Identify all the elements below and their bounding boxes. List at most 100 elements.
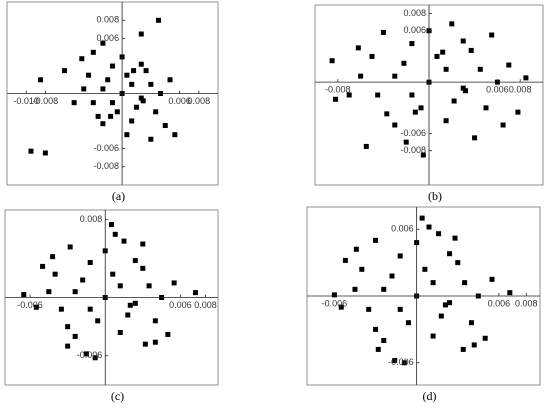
point xyxy=(80,277,86,283)
point xyxy=(81,86,87,92)
point xyxy=(156,17,162,23)
point xyxy=(127,302,133,308)
point xyxy=(442,302,448,308)
point xyxy=(133,104,139,110)
point xyxy=(167,77,173,83)
point xyxy=(90,49,96,55)
point xyxy=(471,342,477,348)
point xyxy=(443,66,449,72)
point xyxy=(110,63,115,69)
y-tick-label: 0.006 xyxy=(97,33,120,43)
point xyxy=(449,21,455,27)
point xyxy=(124,132,130,138)
point xyxy=(58,306,64,312)
point xyxy=(409,41,415,47)
y-tick-label: -0.006 xyxy=(400,128,426,138)
x-tick-label: 0.006 xyxy=(486,85,509,95)
point xyxy=(92,355,98,361)
caption: (a) xyxy=(112,189,125,203)
point xyxy=(363,143,369,149)
point xyxy=(430,333,436,339)
point xyxy=(90,100,96,106)
point xyxy=(83,351,89,357)
point xyxy=(412,109,418,115)
point xyxy=(138,95,144,101)
point xyxy=(373,237,379,243)
y-tick-label: 0.008 xyxy=(97,15,120,25)
point xyxy=(384,111,390,117)
point xyxy=(50,254,56,260)
point xyxy=(375,346,381,352)
x-tick-label: 0.008 xyxy=(188,96,211,106)
point xyxy=(333,96,339,102)
y-tick-label: 0.008 xyxy=(403,8,426,18)
point xyxy=(95,113,101,119)
point xyxy=(440,49,446,55)
point xyxy=(112,231,118,237)
y-tick-label: 0.006 xyxy=(391,224,414,234)
point xyxy=(138,31,144,37)
point xyxy=(192,290,198,296)
point xyxy=(359,266,365,272)
x-tick-label: -0.006 xyxy=(322,298,348,308)
y-tick-label: -0.006 xyxy=(94,143,120,153)
point xyxy=(79,56,85,62)
x-tick-label: 0.006 xyxy=(169,300,192,310)
point xyxy=(438,313,444,319)
point xyxy=(100,40,106,46)
point xyxy=(436,231,442,237)
point xyxy=(125,312,131,318)
point xyxy=(342,257,348,263)
point xyxy=(140,98,146,104)
point xyxy=(515,109,521,115)
point xyxy=(489,32,495,38)
point xyxy=(52,271,58,277)
x-tick-label: 0.006 xyxy=(488,298,511,308)
point xyxy=(100,121,106,127)
point xyxy=(132,300,138,306)
point xyxy=(65,324,71,330)
point xyxy=(132,258,138,264)
point xyxy=(146,283,152,289)
point xyxy=(483,105,489,111)
point xyxy=(451,98,457,104)
point xyxy=(460,346,466,352)
point xyxy=(375,92,381,98)
point xyxy=(455,260,461,266)
point xyxy=(338,304,344,310)
point xyxy=(460,85,466,91)
point xyxy=(129,81,135,87)
point xyxy=(40,263,46,269)
point xyxy=(162,123,168,129)
point xyxy=(143,68,149,74)
point xyxy=(65,343,71,349)
point xyxy=(109,222,114,228)
point xyxy=(422,266,428,272)
point xyxy=(42,150,48,156)
point xyxy=(140,241,146,247)
y-tick-label: -0.006 xyxy=(388,357,414,367)
point xyxy=(86,72,92,78)
point xyxy=(409,92,415,98)
x-tick-label: -0.008 xyxy=(33,96,59,106)
y-tick-label: -0.006 xyxy=(77,350,103,360)
point xyxy=(452,235,458,241)
y-tick-label: 0.006 xyxy=(403,25,426,35)
point xyxy=(100,86,106,92)
point xyxy=(105,77,111,83)
y-tick-label: -0.008 xyxy=(94,161,120,171)
x-tick-label: 0.008 xyxy=(194,300,217,310)
point xyxy=(62,68,68,74)
point xyxy=(468,320,474,326)
point xyxy=(392,122,398,128)
x-tick-label: 0.008 xyxy=(509,85,532,95)
point xyxy=(95,318,101,324)
point xyxy=(401,360,407,366)
point xyxy=(358,73,364,79)
x-tick-label: -0.006 xyxy=(17,300,43,310)
point xyxy=(46,289,52,295)
point xyxy=(397,306,403,312)
point xyxy=(468,47,474,53)
point xyxy=(38,77,44,83)
